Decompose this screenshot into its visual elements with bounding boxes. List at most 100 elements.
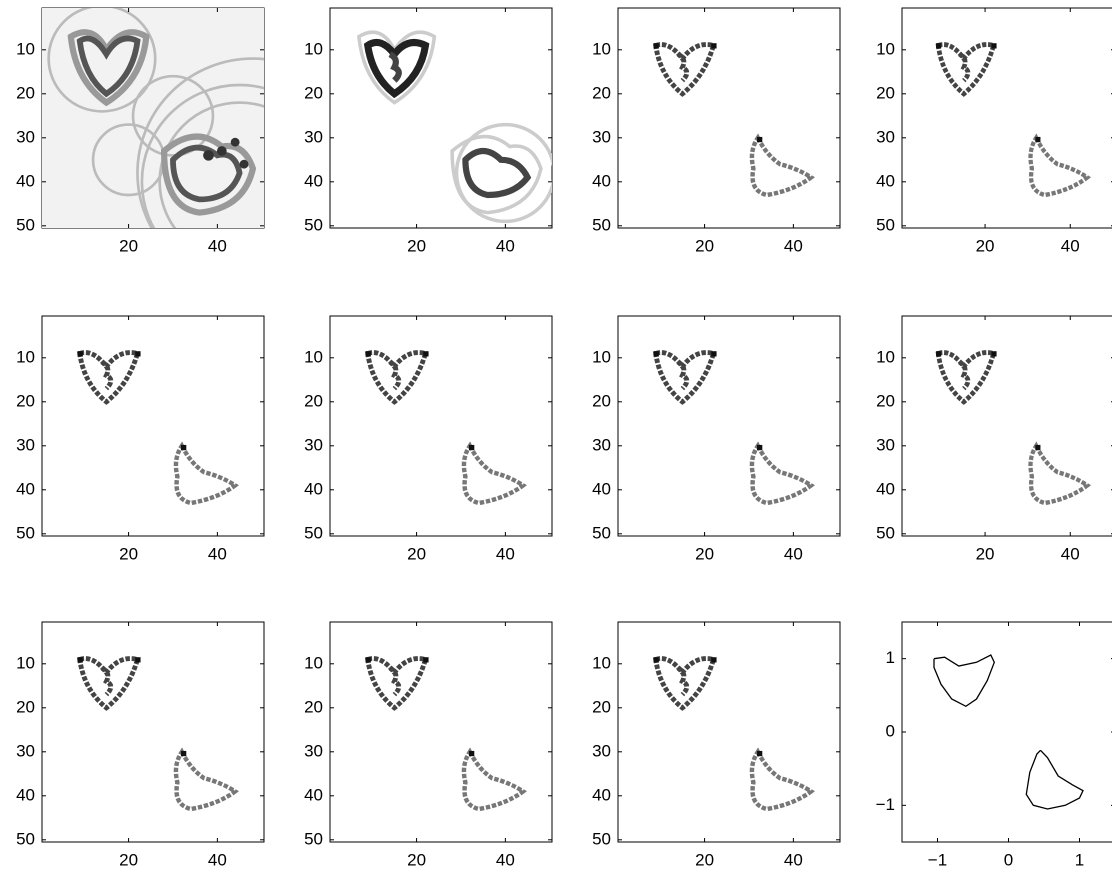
- y-tick-label: 40: [592, 785, 611, 804]
- y-tick-label: 50: [876, 523, 895, 542]
- y-tick-label: 30: [876, 127, 895, 146]
- y-tick-label: 20: [876, 391, 895, 410]
- axes-box: [330, 622, 552, 842]
- axes-box: [618, 8, 840, 228]
- y-tick-label: 40: [876, 171, 895, 190]
- y-tick-label: 40: [592, 171, 611, 190]
- y-tick-label: 50: [592, 523, 611, 542]
- y-tick-label: 40: [304, 785, 323, 804]
- y-tick-label: 50: [304, 523, 323, 542]
- y-tick-label: 30: [592, 741, 611, 760]
- y-tick-label: 50: [16, 215, 35, 234]
- panel: 10 20 30 40 50 20 40: [16, 316, 264, 563]
- y-tick-label: 10: [876, 347, 895, 366]
- y-tick-label: 10: [16, 39, 35, 58]
- panel: 10 20 30 40 50 20 40: [592, 8, 840, 255]
- axes-box: [330, 316, 552, 536]
- y-tick-label: 10: [592, 39, 611, 58]
- x-tick-label: 20: [119, 850, 138, 869]
- y-tick-label: 20: [592, 391, 611, 410]
- x-tick-label: 40: [208, 850, 227, 869]
- x-tick-label: 1: [1075, 850, 1084, 869]
- axes-box: [618, 622, 840, 842]
- x-tick-label: 40: [496, 236, 515, 255]
- x-tick-label: 20: [407, 236, 426, 255]
- x-tick-label: 40: [208, 544, 227, 563]
- panel: 10 20 30 40 50 20 40: [876, 8, 1112, 255]
- y-tick-label: 20: [876, 83, 895, 102]
- y-tick-label: 30: [304, 435, 323, 454]
- y-tick-label: 10: [304, 653, 323, 672]
- x-tick-label: 20: [976, 544, 995, 563]
- x-tick-label: 40: [784, 544, 803, 563]
- y-tick-label: 30: [16, 435, 35, 454]
- x-tick-label: 20: [976, 236, 995, 255]
- x-tick-label: 40: [496, 544, 515, 563]
- y-tick-label: 20: [304, 697, 323, 716]
- y-tick-label: 30: [304, 741, 323, 760]
- y-tick-label: 40: [16, 171, 35, 190]
- x-tick-label: 20: [695, 544, 714, 563]
- y-tick-label: 20: [16, 391, 35, 410]
- x-tick-label: 20: [695, 850, 714, 869]
- y-tick-label: 50: [16, 523, 35, 542]
- y-tick-label: 30: [16, 127, 35, 146]
- panel: 10 20 30 40 50 20 40: [304, 8, 554, 255]
- x-tick-label: 20: [407, 850, 426, 869]
- axes-box: [902, 8, 1112, 228]
- y-tick-label: 50: [304, 215, 323, 234]
- y-tick-label: −1: [876, 795, 895, 814]
- y-tick-label: 30: [304, 127, 323, 146]
- y-tick-label: 20: [592, 697, 611, 716]
- y-tick-label: 30: [592, 127, 611, 146]
- y-tick-label: 50: [592, 215, 611, 234]
- axes-box: [618, 316, 840, 536]
- y-tick-label: 50: [876, 215, 895, 234]
- axes-box: [902, 316, 1112, 536]
- y-tick-label: 0: [886, 721, 895, 740]
- y-tick-label: 40: [16, 785, 35, 804]
- panel: 10 20 30 40 50 20 40: [592, 316, 840, 563]
- y-tick-label: 40: [592, 479, 611, 498]
- panel: 10 20 30 40 50 20 40: [876, 316, 1112, 563]
- x-tick-label: 40: [496, 850, 515, 869]
- x-tick-label: 20: [119, 236, 138, 255]
- y-tick-label: 30: [592, 435, 611, 454]
- panel: 10 20 30 40 50 20 40: [16, 622, 264, 869]
- panel: 10203040502040: [304, 622, 552, 869]
- axes-box: [42, 622, 264, 842]
- y-tick-label: 30: [16, 741, 35, 760]
- y-tick-label: 10: [304, 39, 323, 58]
- y-tick-label: 1: [886, 648, 895, 667]
- y-tick-label: 10: [16, 347, 35, 366]
- axes-box: [330, 8, 552, 228]
- x-tick-label: 40: [208, 236, 227, 255]
- x-tick-label: 0: [1004, 850, 1013, 869]
- y-tick-label: 30: [876, 435, 895, 454]
- axes-box: [902, 622, 1112, 842]
- x-tick-label: 40: [784, 850, 803, 869]
- y-tick-label: 20: [592, 83, 611, 102]
- x-tick-label: 20: [695, 236, 714, 255]
- x-tick-label: 40: [1061, 236, 1080, 255]
- x-tick-label: 40: [1061, 544, 1080, 563]
- y-tick-label: 20: [304, 83, 323, 102]
- y-tick-label: 40: [876, 479, 895, 498]
- x-tick-label: 40: [784, 236, 803, 255]
- y-tick-label: 10: [876, 39, 895, 58]
- y-tick-label: 50: [592, 829, 611, 848]
- x-tick-label: 20: [119, 544, 138, 563]
- y-tick-label: 50: [16, 829, 35, 848]
- y-tick-label: 10: [304, 347, 323, 366]
- y-tick-label: 10: [16, 653, 35, 672]
- y-tick-label: 10: [592, 347, 611, 366]
- figure: 1020304050204010203040502040102030405020…: [0, 0, 1112, 875]
- x-tick-label: 20: [407, 544, 426, 563]
- y-tick-label: 20: [16, 697, 35, 716]
- y-tick-label: 20: [304, 391, 323, 410]
- y-tick-label: 40: [304, 171, 323, 190]
- y-tick-label: 40: [16, 479, 35, 498]
- y-tick-label: 20: [16, 83, 35, 102]
